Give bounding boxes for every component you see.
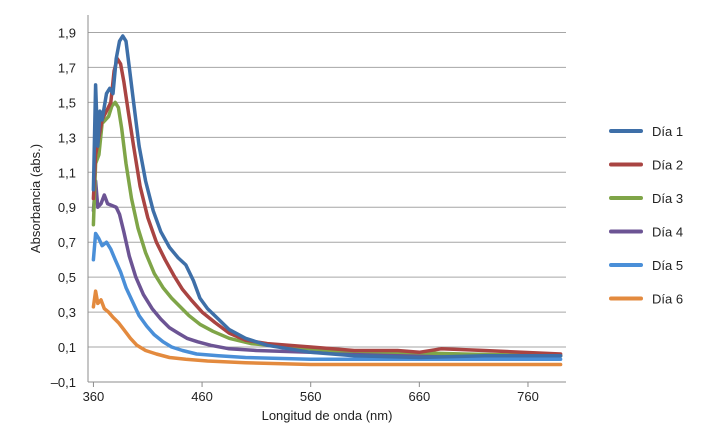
y-tick-label: 1,7 — [58, 60, 76, 75]
legend-item: Día 6 — [609, 292, 683, 307]
x-tick-label: 760 — [517, 389, 539, 404]
series-line-día-2 — [91, 56, 563, 356]
series-line-día-4 — [91, 179, 563, 358]
y-tick-label: 0,1 — [58, 340, 76, 355]
gridlines — [88, 31, 566, 383]
y-tick-label: 1,3 — [58, 130, 76, 145]
legend-item: Día 4 — [609, 225, 683, 240]
x-tick-label: 460 — [191, 389, 213, 404]
legend-label: Día 1 — [652, 124, 683, 139]
y-tick-label: 0,3 — [58, 305, 76, 320]
y-tick-label: –0,1 — [51, 375, 76, 390]
y-tick-label: 0,9 — [58, 200, 76, 215]
x-axis-title: Longitud de onda (nm) — [262, 408, 393, 423]
legend-label: Día 3 — [652, 191, 683, 206]
x-tick-label: 560 — [300, 389, 322, 404]
legend-label: Día 5 — [652, 258, 683, 273]
y-tick-label: 0,7 — [58, 235, 76, 250]
series-line-día-3 — [91, 100, 563, 358]
legend-label: Día 6 — [652, 292, 683, 307]
y-tick-label: 1,9 — [58, 25, 76, 40]
y-tick-label: 1,1 — [58, 165, 76, 180]
legend-label: Día 2 — [652, 158, 683, 173]
series-line-día-5 — [91, 231, 563, 362]
y-tick-label: 1,5 — [58, 95, 76, 110]
y-tick-label: 0,5 — [58, 270, 76, 285]
tick-labels: –0,1 0,1 0,3 0,5 0,7 0,9 1,1 1,3 1,5 1,7 1,9 360 460… — [51, 25, 539, 404]
series-line-día-6 — [91, 289, 563, 367]
legend: Día 1 Día 2 Día 3 Día 4 Día 5 Día 6 — [609, 124, 683, 307]
series-lines — [91, 34, 563, 367]
x-tick-label: 660 — [408, 389, 430, 404]
legend-item: Día 5 — [609, 258, 683, 273]
legend-item: Día 2 — [609, 158, 683, 173]
series-line-día-1 — [91, 34, 563, 360]
y-axis-title: Absorbancia (abs.) — [28, 144, 43, 253]
legend-item: Día 3 — [609, 191, 683, 206]
axes — [87, 15, 566, 383]
legend-label: Día 4 — [652, 225, 683, 240]
legend-item: Día 1 — [609, 124, 683, 139]
x-tick-label: 360 — [83, 389, 105, 404]
